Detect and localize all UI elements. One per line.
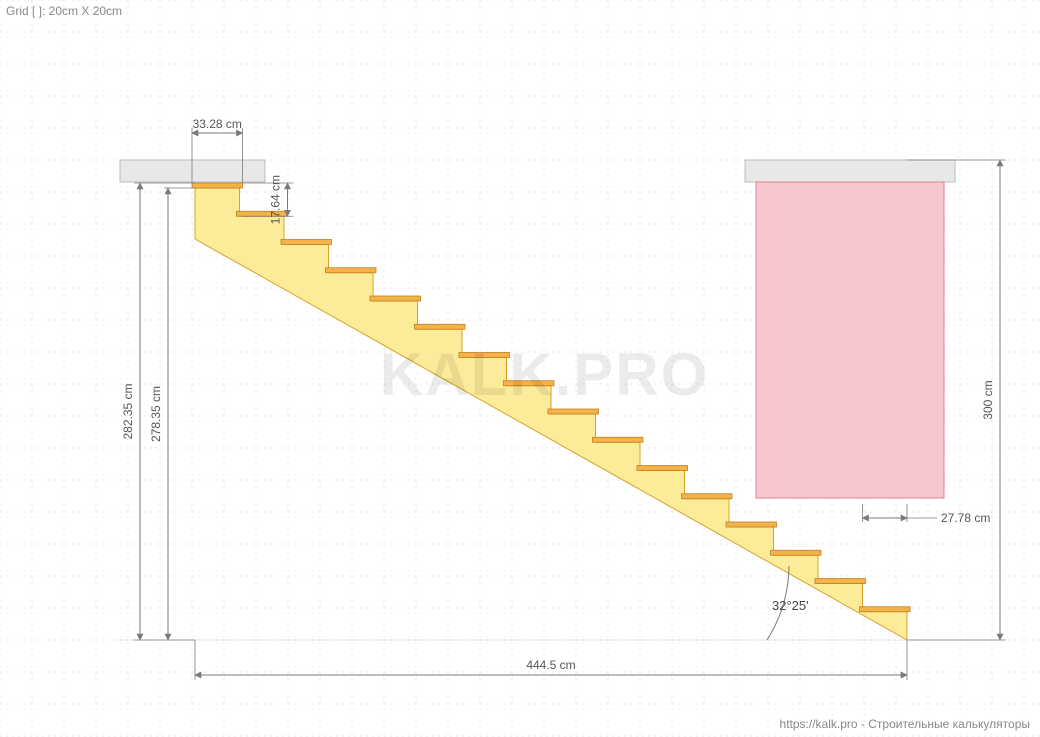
grid-label: Grid [ ]: 20cm X 20cm xyxy=(6,4,122,18)
tread xyxy=(860,607,911,612)
tread xyxy=(771,550,822,555)
tread xyxy=(548,409,599,414)
dim-bottom-run-label: 444.5 cm xyxy=(526,658,575,672)
upper-floor-left xyxy=(120,160,265,182)
dim-left-outer: 282.35 cm xyxy=(121,183,140,640)
tread xyxy=(370,296,421,301)
tread xyxy=(504,381,555,386)
tread xyxy=(726,522,777,527)
staircase-diagram: 444.5 cm 300 cm 282.35 cm 278.35 cm 33.28 cm… xyxy=(0,0,1040,737)
dim-left-inner-label: 278.35 cm xyxy=(149,386,163,442)
dim-top-rise-label: 17.64 cm xyxy=(269,175,283,224)
footer-label: https://kalk.pro - Строительные калькуля… xyxy=(780,717,1030,731)
dim-top-tread: 33.28 cm xyxy=(192,117,243,133)
dim-br-run-label: 27.78 cm xyxy=(941,511,990,525)
tread xyxy=(593,437,644,442)
tread xyxy=(326,268,377,273)
dim-left-outer-label: 282.35 cm xyxy=(121,383,135,439)
upper-floor-right xyxy=(745,160,955,182)
tread xyxy=(815,579,866,584)
tread xyxy=(682,494,733,499)
tread xyxy=(281,240,332,245)
angle-label: 32°25' xyxy=(772,598,809,613)
tread xyxy=(415,324,466,329)
tread xyxy=(459,353,510,358)
headroom-zone xyxy=(756,182,944,498)
dim-top-rise: 17.64 cm xyxy=(269,175,288,224)
dim-top-tread-label: 33.28 cm xyxy=(193,117,242,131)
dim-right-height: 300 cm xyxy=(981,160,1000,640)
dim-right-height-label: 300 cm xyxy=(981,380,995,419)
tread xyxy=(637,466,688,471)
tread xyxy=(192,183,243,188)
